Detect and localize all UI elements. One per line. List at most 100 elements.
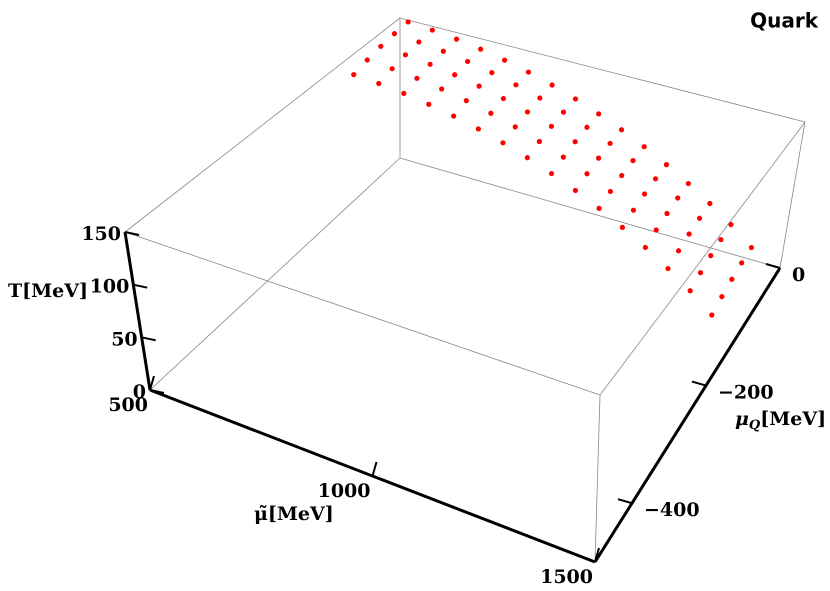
data-point (572, 96, 579, 102)
z-tick-label: 150 (81, 223, 121, 245)
box-edge (124, 231, 601, 396)
data-point (548, 170, 555, 177)
x-tick (149, 375, 155, 391)
data-point (708, 253, 714, 259)
data-point (619, 172, 625, 179)
data-point (686, 231, 692, 237)
data-point (537, 95, 543, 101)
box-edge (149, 157, 401, 391)
z-tick-label: 50 (111, 328, 137, 350)
data-point (560, 109, 567, 115)
z-tick (124, 231, 140, 236)
box-edge (599, 121, 806, 396)
data-point (402, 52, 409, 58)
data-point (414, 75, 420, 81)
data-point (642, 244, 648, 251)
data-point (675, 248, 682, 254)
z-tick (141, 336, 156, 342)
data-point (584, 171, 590, 177)
data-point (630, 158, 636, 164)
data-point (452, 72, 458, 78)
data-point (697, 270, 704, 276)
data-point (478, 46, 484, 52)
data-point (453, 36, 460, 42)
data-point (426, 101, 432, 107)
data-point (439, 86, 445, 92)
y-axis-label: μQ[MeV] (735, 408, 826, 433)
z-tick-label: 0 (133, 381, 146, 403)
data-point (525, 69, 532, 75)
data-point (641, 144, 647, 150)
data-point (405, 19, 411, 25)
data-point (675, 195, 681, 201)
data-point (401, 90, 407, 96)
data-point (389, 66, 395, 72)
data-point (685, 180, 691, 187)
data-point (572, 187, 579, 194)
data-point (664, 210, 670, 217)
box-edge (399, 157, 781, 269)
data-point (696, 215, 703, 221)
data-point (718, 236, 724, 243)
data-point (707, 200, 713, 207)
data-point (416, 39, 422, 45)
data-point (524, 155, 530, 161)
data-point (429, 27, 435, 33)
z-tick (133, 283, 148, 289)
data-point (364, 57, 370, 63)
data-point (524, 109, 531, 115)
x-tick (371, 461, 378, 477)
data-point (641, 191, 648, 197)
y-tick-label: −200 (718, 382, 774, 404)
x-axis-label: μ̃[MeV] (254, 503, 334, 525)
data-point (451, 113, 457, 119)
data-point (463, 98, 469, 104)
data-point (391, 31, 398, 37)
data-point (653, 227, 659, 233)
data-point (728, 221, 734, 228)
data-point (489, 70, 495, 76)
data-point (739, 260, 745, 266)
box-edge (124, 17, 401, 233)
data-point (376, 80, 382, 87)
data-point (513, 82, 519, 88)
data-point (549, 82, 555, 88)
data-point (536, 138, 542, 145)
x-tick-label: 1000 (318, 480, 371, 502)
x-tick (594, 547, 600, 563)
x-tick-label: 1500 (540, 566, 593, 588)
data-point (663, 162, 670, 168)
box-edge (779, 121, 806, 269)
x-tick-label: 500 (108, 394, 148, 416)
data-point (500, 95, 506, 102)
data-point (596, 111, 602, 117)
y-tick-label: 0 (792, 264, 805, 286)
data-point (709, 312, 715, 318)
data-point (500, 140, 506, 146)
data-point (630, 207, 637, 213)
data-point (652, 176, 659, 182)
data-point (618, 127, 625, 133)
data-point (488, 110, 494, 116)
data-point (595, 155, 602, 161)
data-point (476, 83, 482, 89)
data-point (687, 288, 693, 294)
y-tick (617, 498, 633, 505)
box-edge (594, 394, 601, 563)
y-tick (691, 380, 707, 387)
data-point (440, 48, 446, 54)
axis-line (123, 231, 152, 391)
data-point (607, 140, 613, 147)
box-edge (399, 17, 806, 123)
data-point (560, 154, 566, 160)
chart-title: Quark (750, 9, 819, 33)
data-point (351, 72, 357, 78)
z-axis-label: T[MeV] (8, 280, 88, 302)
data-point (596, 205, 602, 212)
z-tick (149, 389, 165, 394)
data-point (584, 124, 590, 130)
data-point (512, 124, 518, 130)
data-point (665, 265, 671, 272)
data-point (427, 61, 433, 67)
